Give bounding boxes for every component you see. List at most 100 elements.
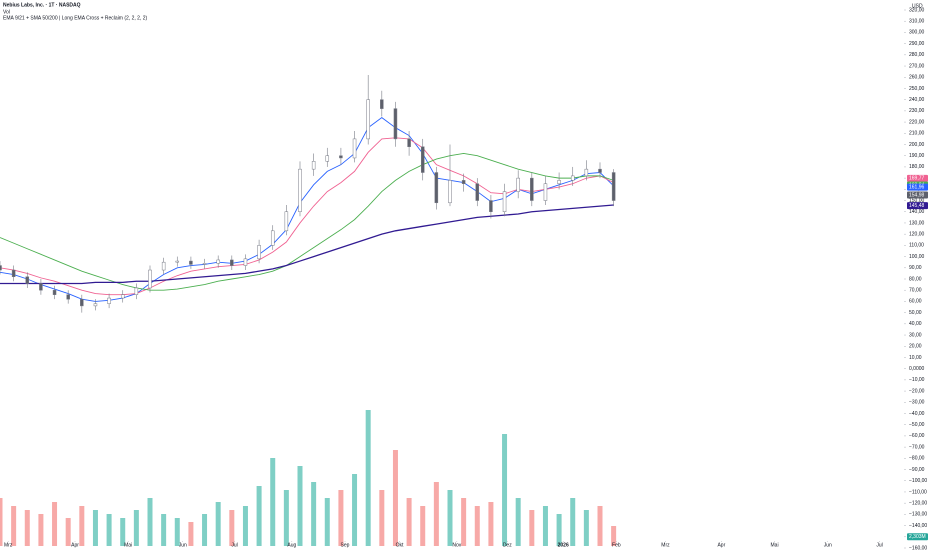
y-tick-label: 290,00 bbox=[909, 41, 925, 47]
candle-body bbox=[134, 287, 139, 295]
y-tick-label: −20,00 bbox=[909, 388, 925, 394]
x-tick-label: Mrz bbox=[661, 542, 670, 548]
candle-body bbox=[461, 180, 466, 184]
y-tick-label: −160,00 bbox=[909, 545, 927, 550]
candle-body bbox=[175, 260, 180, 263]
volume-bar bbox=[406, 498, 412, 546]
y-tick-label: −30,00 bbox=[909, 400, 925, 406]
price-badge bbox=[907, 202, 928, 210]
x-tick-label: 2026 bbox=[558, 542, 569, 548]
candle-body bbox=[257, 245, 261, 260]
y-tick-label: 30,00 bbox=[909, 332, 922, 338]
price-badge bbox=[907, 174, 928, 182]
volume-bar bbox=[0, 498, 3, 546]
candle-body bbox=[598, 168, 602, 173]
y-tick-label: 130,00 bbox=[909, 220, 925, 226]
y-tick-label: 0,0000 bbox=[909, 366, 925, 372]
y-tick-label: −110,00 bbox=[909, 489, 927, 495]
volume-bar bbox=[570, 498, 576, 546]
y-tick-label: 240,00 bbox=[909, 97, 925, 103]
volume-bar bbox=[352, 474, 358, 546]
x-tick-label: Jul bbox=[876, 542, 882, 548]
price-badge bbox=[907, 191, 928, 199]
y-tick-label: 270,00 bbox=[909, 63, 925, 69]
y-tick-label: 20,00 bbox=[909, 344, 922, 350]
volume-bar bbox=[365, 410, 371, 546]
y-tick-label: 190,00 bbox=[909, 153, 925, 159]
volume-bar bbox=[24, 510, 30, 546]
volume-bar bbox=[515, 498, 521, 546]
y-tick-label: 300,00 bbox=[909, 30, 925, 36]
volume-bar bbox=[311, 482, 317, 546]
volume-bar bbox=[242, 506, 248, 546]
y-tick-label: 80,00 bbox=[909, 276, 922, 282]
volume-bar bbox=[583, 510, 589, 546]
volume-bar bbox=[392, 450, 398, 546]
y-tick-label: −90,00 bbox=[909, 467, 925, 473]
volume-bar bbox=[52, 502, 58, 546]
moving-average-line bbox=[0, 137, 614, 296]
x-tick-label: Jun bbox=[824, 542, 832, 548]
candle-body bbox=[543, 183, 548, 201]
volume-bar bbox=[529, 510, 535, 546]
candle-body bbox=[107, 297, 111, 304]
x-tick-label: Apr bbox=[717, 542, 725, 548]
price-badge-label: 145,48 bbox=[909, 203, 925, 209]
candle-body bbox=[243, 258, 248, 266]
volume-bar bbox=[474, 506, 480, 546]
price-axis: 320,00 310,00 300,00 290,00 280,00 270,00 260,… bbox=[4, 7, 928, 550]
volume-bar bbox=[542, 506, 548, 546]
volume-bar bbox=[106, 514, 112, 546]
volume-bar bbox=[38, 514, 44, 546]
volume-bar bbox=[65, 518, 71, 546]
y-tick-label: 10,00 bbox=[909, 355, 922, 361]
volume-bar bbox=[147, 498, 153, 546]
volume-bar bbox=[283, 490, 289, 546]
moving-averages bbox=[0, 117, 614, 302]
candle-body bbox=[339, 155, 343, 159]
volume-bar bbox=[324, 498, 330, 546]
candle-body bbox=[80, 298, 84, 307]
volume-bar bbox=[215, 502, 221, 546]
x-tick-label: Jul bbox=[231, 542, 237, 548]
volume-bar bbox=[202, 514, 208, 546]
candle-body bbox=[0, 265, 2, 271]
y-tick-label: 210,00 bbox=[909, 131, 925, 137]
volume-bar bbox=[92, 510, 98, 546]
volume-bar bbox=[270, 458, 276, 546]
candle-body bbox=[475, 183, 480, 201]
candle-body bbox=[284, 211, 289, 232]
volume-bar bbox=[297, 466, 303, 546]
volume-bar bbox=[256, 486, 262, 546]
candle-body bbox=[516, 177, 520, 192]
moving-average-line bbox=[0, 204, 614, 285]
candle-body bbox=[407, 138, 411, 147]
y-tick-label: 280,00 bbox=[909, 52, 925, 58]
volume-bar bbox=[79, 506, 85, 546]
volume-bar bbox=[433, 482, 439, 546]
y-tick-label: −80,00 bbox=[909, 456, 925, 462]
price-badge-label: 169,77 bbox=[909, 176, 925, 182]
y-tick-label: 220,00 bbox=[909, 119, 925, 125]
candle-body bbox=[393, 108, 398, 140]
y-tick-label: 90,00 bbox=[909, 265, 922, 271]
volume-badge bbox=[907, 533, 928, 541]
candle-body bbox=[557, 180, 561, 184]
y-tick-label: −130,00 bbox=[909, 512, 927, 518]
candle-body bbox=[230, 259, 234, 266]
volume-bar bbox=[133, 510, 139, 546]
volume-bar bbox=[338, 490, 344, 546]
candle-body bbox=[366, 99, 370, 140]
volume-bar bbox=[597, 506, 603, 546]
y-tick-label: 70,00 bbox=[909, 288, 922, 294]
x-tick-label: Apr bbox=[71, 542, 79, 548]
volume-bar bbox=[488, 502, 494, 546]
y-tick-label: −120,00 bbox=[909, 500, 927, 506]
y-tick-label: 40,00 bbox=[909, 321, 922, 327]
x-tick-label: Okt bbox=[396, 542, 404, 548]
volume-bar bbox=[120, 518, 126, 546]
price-badge-label: 161,96 bbox=[909, 184, 925, 190]
x-tick-label: Feb bbox=[612, 542, 621, 548]
volume-bar bbox=[229, 510, 235, 546]
x-tick-label: Mai bbox=[771, 542, 779, 548]
